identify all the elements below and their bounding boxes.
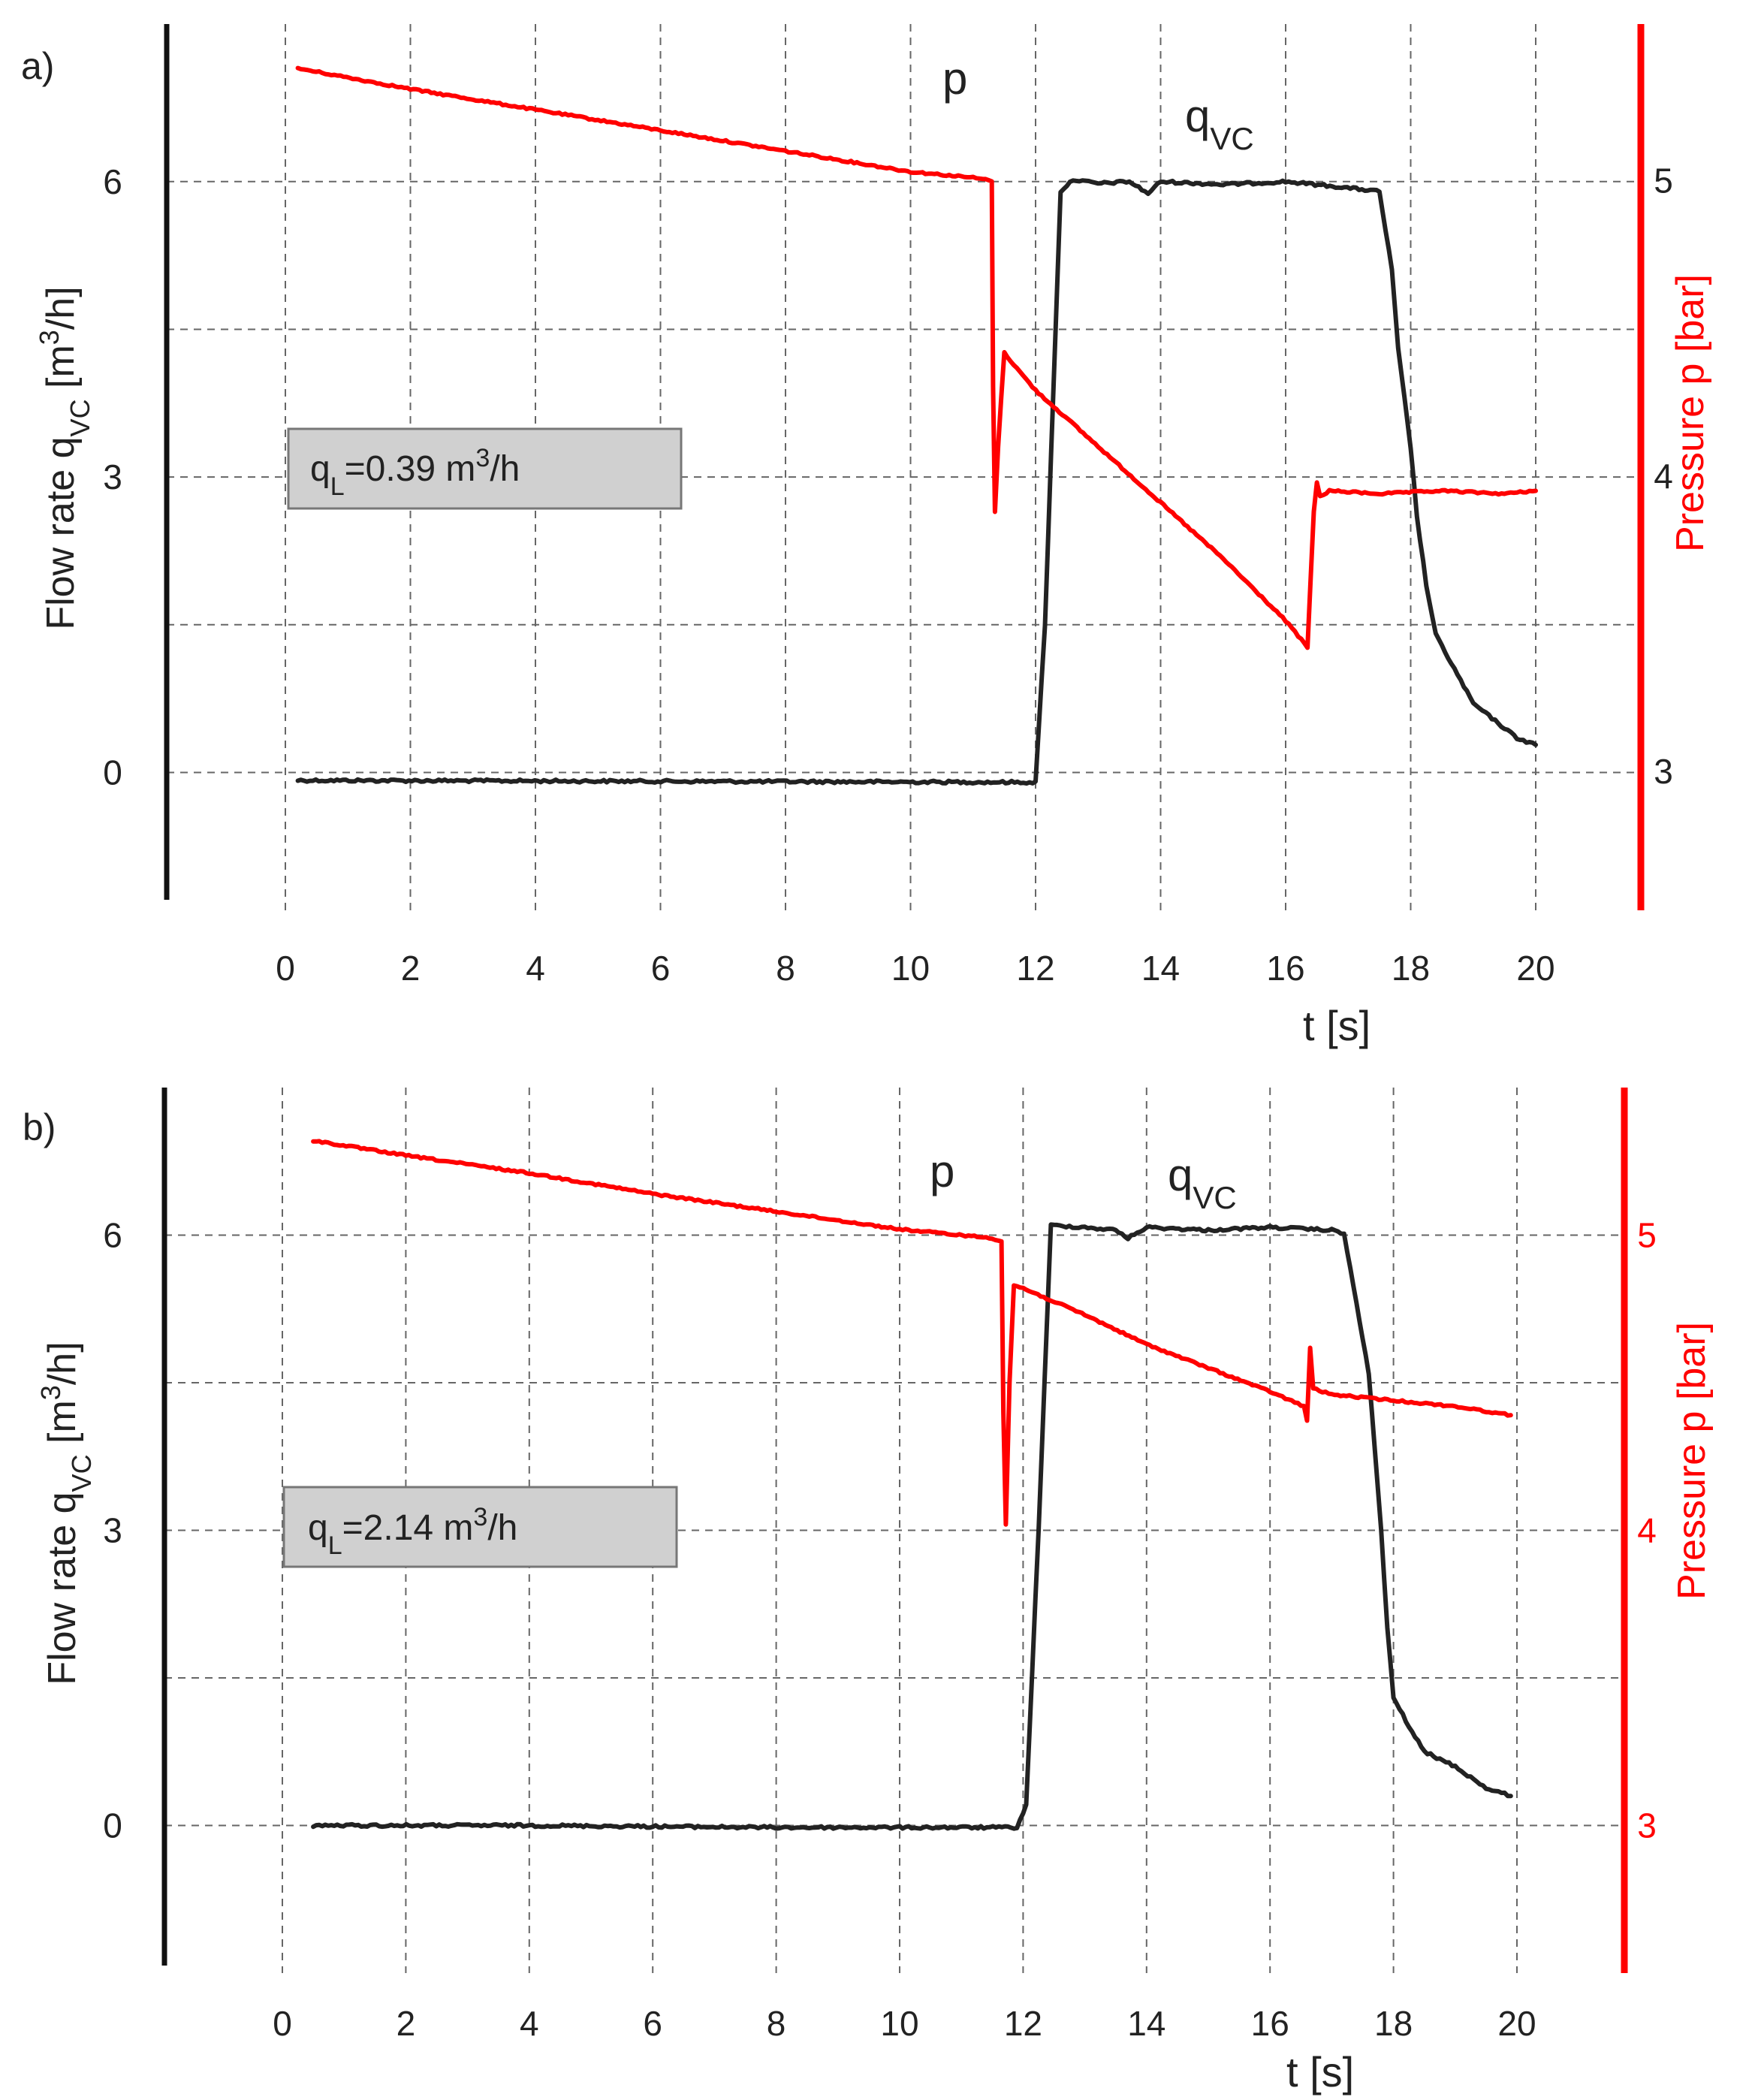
y-right-tick-label: 4 (1654, 457, 1673, 496)
panel-b-right-axis-title: Pressure p [bar] (1670, 1322, 1714, 1600)
y-left-tick-label: 6 (103, 1216, 122, 1255)
panel-b-label: b) (23, 1106, 56, 1148)
x-tick-label: 20 (1497, 2004, 1536, 2043)
y-right-tick-label: 5 (1654, 161, 1673, 200)
panel-a-annotation-box: qL=0.39 m3/h (287, 427, 683, 510)
svg-text:qL=0.39 m3/h: qL=0.39 m3/h (310, 444, 520, 501)
x-tick-label: 10 (880, 2004, 918, 2043)
y-right-tick-label: 3 (1637, 1806, 1657, 1845)
panel-b-right-tick-labels: 3 4 5 (1637, 1216, 1657, 1845)
svg-text:qL=2.14 m3/h: qL=2.14 m3/h (308, 1503, 517, 1560)
panel-a-label: a) (21, 45, 54, 87)
x-tick-label: 14 (1141, 949, 1180, 988)
panel-b-left-axis-title: Flow rate qVC [m3/h] (35, 1341, 97, 1685)
y-left-tick-label: 0 (103, 753, 122, 792)
panel-b-series (311, 1139, 1513, 1831)
x-tick-label: 12 (1004, 2004, 1042, 2043)
x-tick-label: 6 (651, 949, 671, 988)
x-tick-label: 8 (776, 949, 795, 988)
x-tick-label: 18 (1374, 2004, 1413, 2043)
x-tick-label: 0 (273, 2004, 292, 2043)
panel-a-x-axis-title: t [s] (1303, 1002, 1371, 1049)
panel-b-qvc-label: qVC (1168, 1150, 1237, 1215)
panel-a-right-tick-labels: 3 4 5 (1654, 161, 1673, 791)
y-right-tick-label: 3 (1654, 752, 1673, 791)
x-tick-label: 8 (767, 2004, 786, 2043)
x-tick-label: 4 (526, 949, 545, 988)
panel-a-p-label: p (942, 53, 967, 104)
y-left-tick-label: 3 (103, 457, 122, 496)
panel-b-x-tick-labels: 0 2 4 6 8 10 12 14 16 18 20 (273, 2004, 1536, 2043)
panel-a-qvc-label: qVC (1185, 91, 1254, 156)
x-tick-label: 18 (1392, 949, 1430, 988)
series-line-p (295, 65, 1538, 650)
series-line-q-vc (311, 1222, 1513, 1831)
x-tick-label: 12 (1016, 949, 1054, 988)
panel-a-left-tick-labels: 0 3 6 (103, 162, 122, 792)
x-tick-label: 10 (891, 949, 930, 988)
panel-a-right-axis-title: Pressure p [bar] (1669, 274, 1712, 552)
panel-a-x-tick-labels: 0 2 4 6 8 10 12 14 16 18 20 (276, 949, 1554, 988)
panel-b-x-axis-title: t [s] (1286, 2048, 1354, 2095)
panel-a-series (295, 65, 1538, 786)
series-line-p (311, 1139, 1513, 1527)
panel-b-left-tick-labels: 0 3 6 (103, 1216, 122, 1845)
panel-a-left-axis-title: Flow rate qVC [m3/h] (34, 286, 95, 629)
y-right-tick-label: 5 (1637, 1216, 1657, 1255)
x-tick-label: 14 (1127, 2004, 1165, 2043)
panel-b-p-label: p (930, 1146, 954, 1196)
panel-b-annotation-box: qL=2.14 m3/h (282, 1486, 678, 1568)
x-tick-label: 20 (1516, 949, 1554, 988)
y-left-tick-label: 6 (103, 162, 122, 201)
x-tick-label: 0 (276, 949, 295, 988)
panel-a: a) 0 2 4 6 8 10 12 14 16 18 20 0 3 6 3 4 5 t [s] Flow … (21, 24, 1712, 1049)
x-tick-label: 16 (1251, 2004, 1289, 2043)
x-tick-label: 6 (643, 2004, 662, 2043)
series-line-q-vc (295, 178, 1538, 786)
panel-b: b) 0 2 4 6 8 10 12 14 16 18 20 0 3 6 3 4 5 t [s] Flow … (23, 1088, 1714, 2095)
y-left-tick-label: 3 (103, 1511, 122, 1550)
x-tick-label: 2 (401, 949, 421, 988)
y-left-tick-label: 0 (103, 1806, 122, 1845)
x-tick-label: 16 (1266, 949, 1304, 988)
y-right-tick-label: 4 (1637, 1511, 1657, 1550)
x-tick-label: 4 (520, 2004, 539, 2043)
x-tick-label: 2 (397, 2004, 416, 2043)
